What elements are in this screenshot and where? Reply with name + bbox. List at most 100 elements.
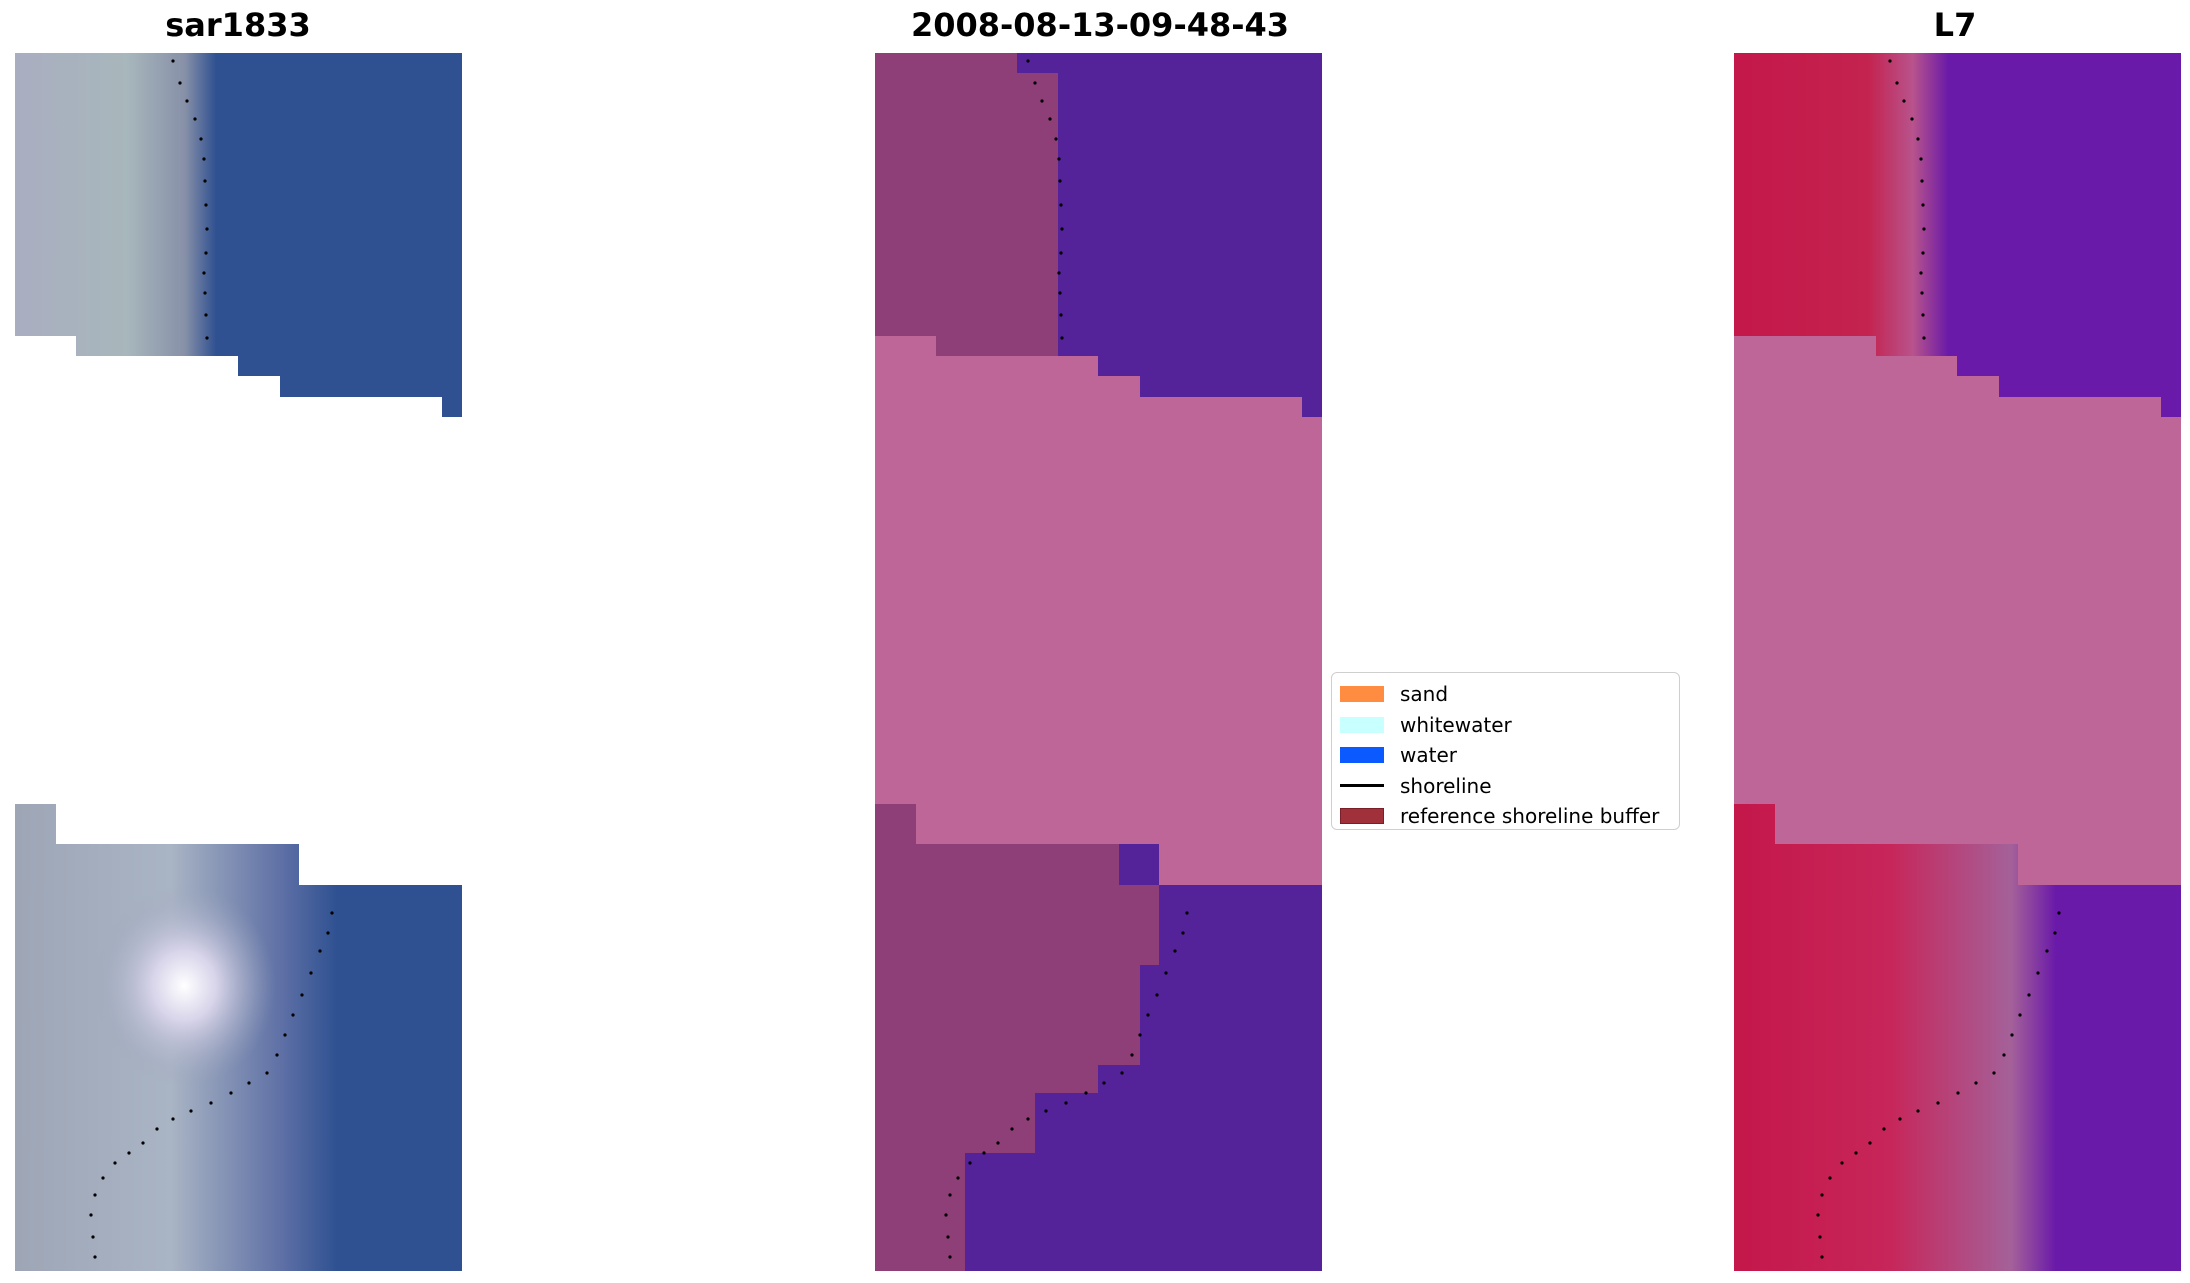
- legend-label: shoreline: [1400, 773, 1492, 798]
- shoreline-point: [946, 1235, 950, 1239]
- shoreline-point: [127, 1151, 131, 1155]
- shoreline-point: [1044, 1109, 1048, 1113]
- shoreline-point: [178, 81, 182, 85]
- shoreline-point: [101, 1176, 105, 1180]
- shoreline-point: [300, 993, 304, 997]
- shoreline-point: [91, 1235, 95, 1239]
- shoreline-point: [93, 1193, 97, 1197]
- shoreline-point: [202, 271, 206, 275]
- shoreline-point: [1974, 1081, 1978, 1085]
- shoreline-point: [2027, 993, 2031, 997]
- shoreline-point: [1048, 117, 1052, 121]
- shoreline-point: [2057, 911, 2061, 915]
- shoreline-point: [326, 931, 330, 935]
- legend-label: whitewater: [1400, 712, 1512, 737]
- shoreline-point: [247, 1081, 251, 1085]
- rgb-image-panel: [15, 53, 462, 1271]
- shoreline-point: [1816, 1213, 1820, 1217]
- legend-item-sand: sand: [1340, 679, 1671, 710]
- shoreline-point: [1882, 1127, 1886, 1131]
- shoreline-point: [1828, 1176, 1832, 1180]
- shoreline-point: [1185, 911, 1189, 915]
- shoreline-point: [1059, 203, 1063, 207]
- shoreline-point: [982, 1151, 986, 1155]
- shoreline-point: [1058, 179, 1062, 183]
- shoreline-point: [1146, 1013, 1150, 1017]
- shoreline-point: [1840, 1161, 1844, 1165]
- shoreline-point: [2010, 1033, 2014, 1037]
- legend-item-whitewater: whitewater: [1340, 710, 1671, 741]
- shoreline-point: [1818, 1235, 1822, 1239]
- shoreline-point: [113, 1161, 117, 1165]
- shoreline-point: [309, 971, 313, 975]
- shoreline-point: [1902, 99, 1906, 103]
- shoreline-point: [1060, 227, 1064, 231]
- shoreline-point: [1916, 1109, 1920, 1113]
- legend: sand whitewater water shoreline referenc…: [1331, 672, 1680, 830]
- legend-swatch-sand: [1340, 686, 1384, 703]
- shoreline-point: [185, 99, 189, 103]
- shoreline-point: [1820, 1193, 1824, 1197]
- shoreline-point: [141, 1141, 145, 1145]
- shoreline-point: [1155, 993, 1159, 997]
- shoreline-point: [1820, 1255, 1824, 1259]
- legend-label: sand: [1400, 682, 1449, 707]
- shoreline-point: [1026, 59, 1030, 63]
- shoreline-point: [205, 336, 209, 340]
- shoreline-point: [204, 251, 208, 255]
- shoreline-point: [89, 1213, 93, 1217]
- shoreline-point: [205, 227, 209, 231]
- shoreline-point: [1936, 1101, 1940, 1105]
- shoreline-point: [1054, 137, 1058, 141]
- shoreline-point: [1138, 1033, 1142, 1037]
- panel-title-classified: 2008-08-13-09-48-43: [910, 6, 1290, 44]
- shoreline-point: [229, 1091, 233, 1095]
- shoreline-point: [1064, 1101, 1068, 1105]
- shoreline-point: [193, 117, 197, 121]
- legend-swatch-whitewater: [1340, 716, 1384, 733]
- panel-title-rgb: sar1833: [165, 6, 311, 44]
- rgb-image: [15, 53, 462, 1271]
- shoreline-point: [2002, 1053, 2006, 1057]
- shoreline-point: [1922, 227, 1926, 231]
- shoreline-point: [203, 291, 207, 295]
- l7-image: [1734, 53, 2181, 1271]
- l7-image-panel: [1734, 53, 2181, 1271]
- shoreline-point: [1920, 291, 1924, 295]
- shoreline-point: [203, 179, 207, 183]
- legend-label: water: [1400, 743, 1457, 768]
- shoreline-point: [1992, 1071, 1996, 1075]
- classified-image-panel: [875, 53, 1322, 1271]
- shoreline-point: [1868, 1141, 1872, 1145]
- shoreline-point: [1059, 313, 1063, 317]
- legend-item-water: water: [1340, 740, 1671, 771]
- shoreline-point: [2036, 971, 2040, 975]
- shoreline-point: [1921, 203, 1925, 207]
- shoreline-point: [171, 1117, 175, 1121]
- shoreline-point: [1922, 336, 1926, 340]
- shoreline-point: [948, 1255, 952, 1259]
- legend-swatch-reference-buffer: [1340, 808, 1384, 825]
- shoreline-point: [1058, 291, 1062, 295]
- shoreline-point: [1059, 251, 1063, 255]
- shoreline-point: [968, 1161, 972, 1165]
- legend-label: reference shoreline buffer: [1400, 804, 1660, 829]
- shoreline-point: [1919, 271, 1923, 275]
- shoreline-point: [1910, 117, 1914, 121]
- shoreline-point: [265, 1071, 269, 1075]
- shoreline-point: [1102, 1081, 1106, 1085]
- shoreline-point: [204, 313, 208, 317]
- shoreline-point: [155, 1127, 159, 1131]
- shoreline-point: [1057, 157, 1061, 161]
- shoreline-point: [1888, 59, 1892, 63]
- shoreline-point: [275, 1053, 279, 1057]
- shoreline-point: [1130, 1053, 1134, 1057]
- shoreline-point: [2018, 1013, 2022, 1017]
- shoreline-point: [1173, 949, 1177, 953]
- shoreline-point: [1921, 313, 1925, 317]
- shoreline-point: [1040, 99, 1044, 103]
- shoreline-point: [93, 1255, 97, 1259]
- shoreline-point: [996, 1141, 1000, 1145]
- shoreline-point: [1060, 336, 1064, 340]
- shoreline-point: [1921, 251, 1925, 255]
